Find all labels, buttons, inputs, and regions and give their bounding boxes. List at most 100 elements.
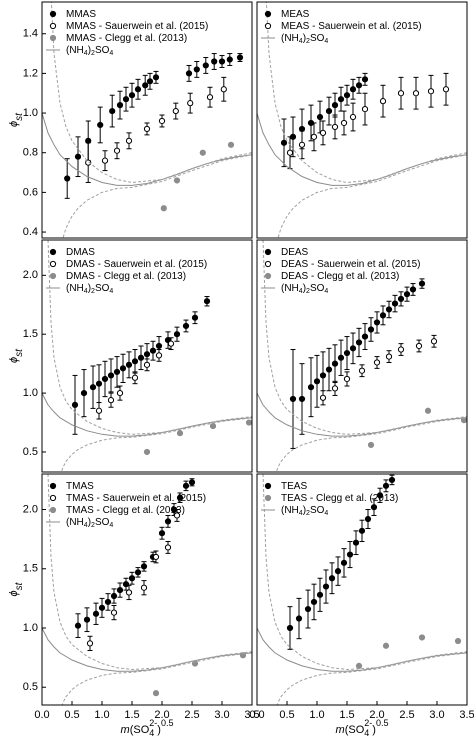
data-point — [310, 598, 318, 606]
y-axis-label: ϕst — [8, 112, 25, 127]
data-point — [391, 300, 399, 307]
legend-label: TEAS — [281, 481, 307, 492]
data-point — [125, 137, 133, 144]
reference-curve — [42, 627, 252, 672]
data-point — [236, 54, 244, 61]
legend-marker — [49, 482, 57, 490]
data-point — [343, 349, 351, 357]
data-point — [107, 372, 115, 379]
dashed-curve — [61, 652, 252, 705]
plot-area — [257, 2, 467, 238]
data-point — [74, 622, 82, 629]
dashed-curve — [60, 417, 252, 472]
x-tick-label: 0.5 — [64, 709, 79, 721]
data-point — [128, 575, 136, 582]
data-point — [140, 584, 148, 591]
data-point — [128, 92, 136, 99]
data-point — [110, 592, 118, 600]
data-point — [173, 331, 181, 338]
data-point — [107, 397, 115, 404]
data-point — [280, 139, 288, 146]
dashed-curve — [277, 154, 467, 238]
y-axis-label: ϕst — [8, 348, 25, 363]
data-point — [370, 504, 378, 511]
data-point — [331, 123, 339, 131]
dashed-curve — [265, 2, 467, 184]
data-point — [149, 347, 157, 354]
y-tick-label: 0.8 — [23, 147, 38, 159]
data-point — [80, 389, 88, 397]
dashed-curve — [262, 240, 467, 435]
data-point — [382, 482, 390, 489]
data-point — [209, 422, 217, 430]
y-tick-label: 0.6 — [23, 186, 38, 198]
data-point — [289, 395, 297, 403]
data-point — [101, 375, 109, 383]
data-point — [176, 430, 184, 437]
data-point — [109, 107, 116, 115]
data-point — [85, 159, 92, 166]
data-point — [397, 346, 405, 353]
data-point — [182, 322, 190, 330]
data-point — [298, 141, 306, 148]
x-axis-label: m(SO42-)0.5 — [336, 718, 389, 738]
data-point — [316, 113, 324, 121]
x-tick-label: 3.0 — [429, 709, 444, 721]
legend-marker — [264, 248, 272, 256]
y-axis-label: ϕst — [8, 581, 25, 596]
x-tick-label: 0.0 — [34, 709, 49, 721]
y-tick-label: 1.5 — [23, 328, 38, 340]
data-point — [286, 149, 294, 156]
data-point — [349, 113, 357, 121]
data-point — [316, 591, 324, 598]
data-point — [143, 351, 151, 358]
data-point — [385, 306, 393, 313]
data-point — [125, 361, 133, 368]
legend-label: DEAS — [281, 247, 309, 258]
y-tick-label: 2.0 — [23, 503, 38, 515]
legend-label: MMAS - Sauerwein et al. (2015) — [66, 21, 208, 32]
data-point — [286, 624, 294, 632]
legend-marker — [264, 272, 272, 280]
data-point — [319, 394, 327, 401]
data-point — [172, 107, 179, 115]
legend-label: MEAS - Sauerwein et al. (2015) — [281, 21, 422, 32]
data-point — [328, 575, 336, 582]
dashed-curve — [276, 652, 467, 705]
data-point — [220, 86, 227, 93]
data-point — [349, 345, 357, 352]
data-point — [152, 553, 160, 561]
data-point — [397, 295, 405, 302]
data-point — [160, 205, 167, 212]
data-point — [134, 569, 142, 576]
data-point — [164, 518, 172, 525]
plot-area — [257, 240, 467, 472]
data-point — [137, 354, 145, 361]
data-point — [203, 298, 211, 305]
data-point — [113, 147, 121, 154]
data-point — [152, 74, 160, 81]
data-point — [74, 153, 82, 160]
legend-label: DMAS — [66, 247, 95, 258]
data-point — [361, 76, 369, 83]
data-point — [403, 291, 411, 298]
data-point — [143, 361, 151, 368]
data-point — [340, 119, 348, 127]
y-tick-label: 0.5 — [23, 446, 38, 458]
data-point — [119, 365, 127, 372]
data-point — [313, 378, 321, 385]
data-point — [98, 604, 106, 611]
data-point — [355, 82, 363, 89]
legend-label: TEAS - Clegg et al. (2013) — [281, 493, 398, 504]
legend-label: DEAS - Sauerwein et al. (2015) — [281, 259, 421, 270]
data-point — [155, 342, 163, 350]
data-point — [122, 581, 130, 588]
y-tick-label: 0.4 — [23, 226, 38, 238]
legend-marker — [49, 272, 57, 280]
plot-area — [42, 2, 252, 238]
plot-area — [257, 474, 467, 705]
legend-marker — [49, 494, 57, 502]
data-point — [298, 395, 306, 403]
panel-frame — [41, 239, 253, 473]
data-point — [113, 368, 121, 375]
